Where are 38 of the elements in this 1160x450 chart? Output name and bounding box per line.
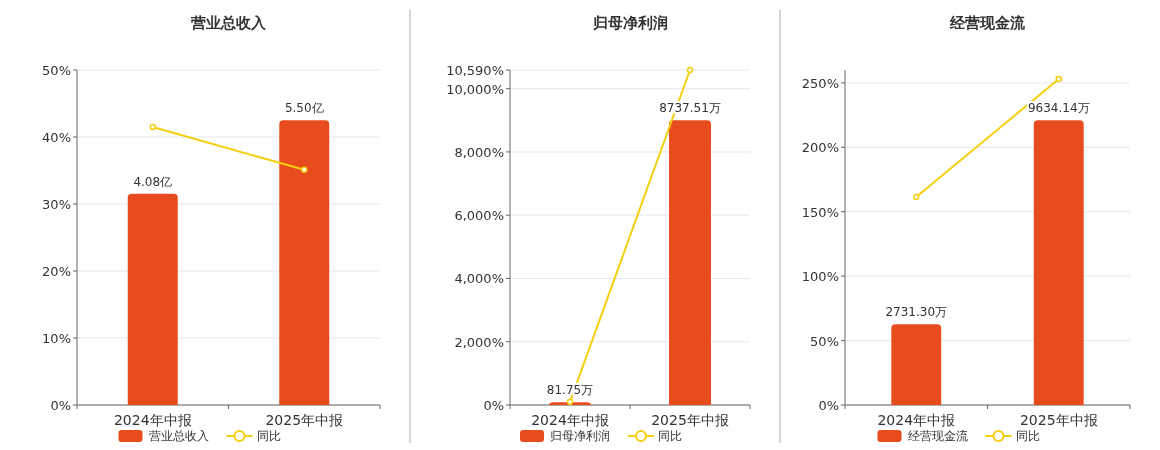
y-tick-label: 150%	[801, 204, 839, 220]
y-tick-label: 20%	[42, 264, 71, 279]
legend-label: 同比	[1015, 429, 1040, 443]
x-tick-label: 2024年中报	[531, 412, 609, 428]
y-tick-label: 2,000%	[454, 334, 504, 350]
data-label: 4.08亿	[133, 174, 173, 189]
x-tick-label: 2025年中报	[1019, 412, 1098, 428]
x-tick-label: 2025年中报	[651, 412, 729, 428]
y-tick-label: 8,000%	[454, 144, 504, 160]
y-tick-label: 40%	[42, 130, 71, 145]
y-tick-label: 10%	[42, 331, 71, 346]
data-label: 5.50亿	[284, 101, 324, 116]
y-tick-label: 6,000%	[454, 208, 504, 224]
data-label: 2731.30万	[885, 305, 948, 320]
legend-label: 同比	[256, 429, 281, 443]
x-tick-label: 2025年中报	[265, 412, 344, 428]
y-tick-label: 50%	[42, 63, 71, 78]
y-tick-label: 100%	[801, 269, 839, 285]
y-tick-label: 0%	[50, 398, 71, 413]
legend-label: 同比	[658, 429, 682, 443]
y-tick-label: 0%	[483, 398, 504, 413]
y-tick-label: 0%	[818, 398, 839, 413]
y-tick-label: 50%	[810, 333, 839, 349]
chart-title: 营业总收入	[190, 14, 267, 32]
y-tick-label: 4,000%	[454, 271, 504, 287]
chart-title: 归母净利润	[591, 14, 668, 32]
legend-label: 经营现金流	[907, 429, 968, 443]
legend-label: 营业总收入	[148, 429, 209, 443]
y-tick-label: 10,590%	[446, 63, 504, 78]
x-tick-label: 2024年中报	[877, 412, 956, 428]
y-tick-label: 10,000%	[446, 81, 504, 97]
y-tick-label: 200%	[801, 140, 839, 156]
y-tick-label: 250%	[801, 75, 839, 91]
data-label: 9634.14万	[1027, 101, 1090, 116]
chart-title: 经营现金流	[949, 14, 1026, 32]
y-tick-label: 30%	[42, 197, 71, 212]
legend-label: 归母净利润	[550, 429, 610, 443]
x-tick-label: 2024年中报	[113, 412, 192, 428]
